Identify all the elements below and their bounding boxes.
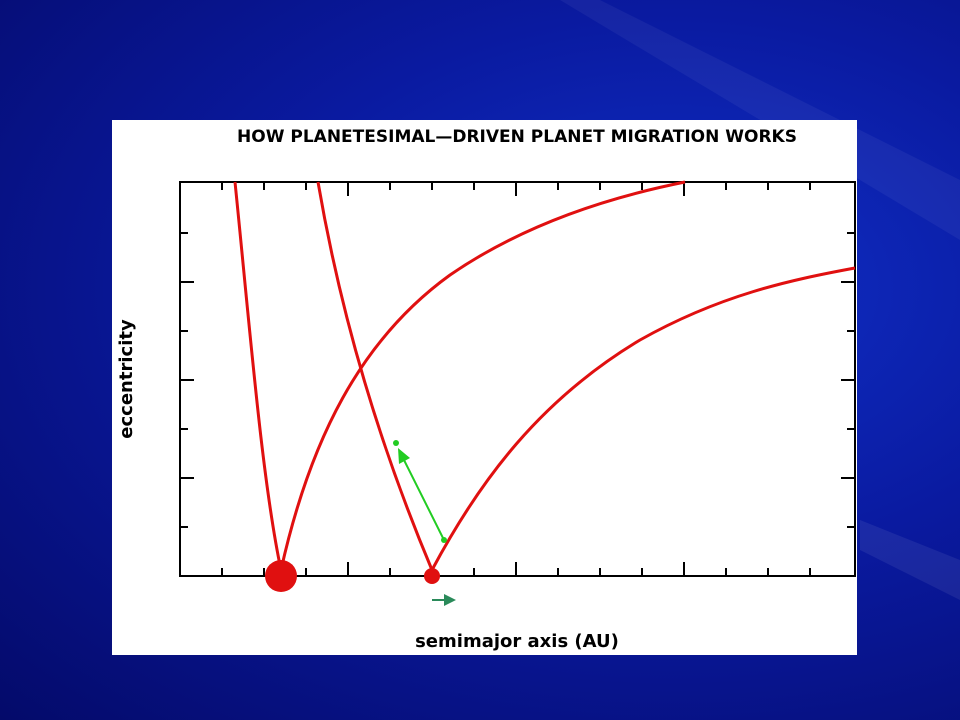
- curve: [233, 181, 283, 571]
- eccentricity-arrow: [393, 440, 447, 543]
- point: [441, 537, 447, 543]
- arrow-shaft: [402, 457, 445, 541]
- curves: [233, 180, 856, 571]
- figure-title: HOW PLANETESIMAL—DRIVEN PLANET MIGRATION…: [237, 127, 797, 147]
- migration-arrow: [432, 594, 456, 606]
- plot-panel: [112, 120, 857, 655]
- curve: [279, 180, 686, 571]
- point: [393, 440, 399, 446]
- backdrop-streak: [860, 520, 960, 600]
- curve: [316, 181, 434, 571]
- arrow-head: [398, 448, 410, 464]
- planet: [424, 568, 440, 584]
- planet: [265, 560, 297, 592]
- x-axis-label: semimajor axis (AU): [415, 631, 619, 652]
- arrow-head: [444, 594, 456, 606]
- curve: [430, 266, 856, 571]
- y-axis-label: eccentricity: [116, 319, 137, 439]
